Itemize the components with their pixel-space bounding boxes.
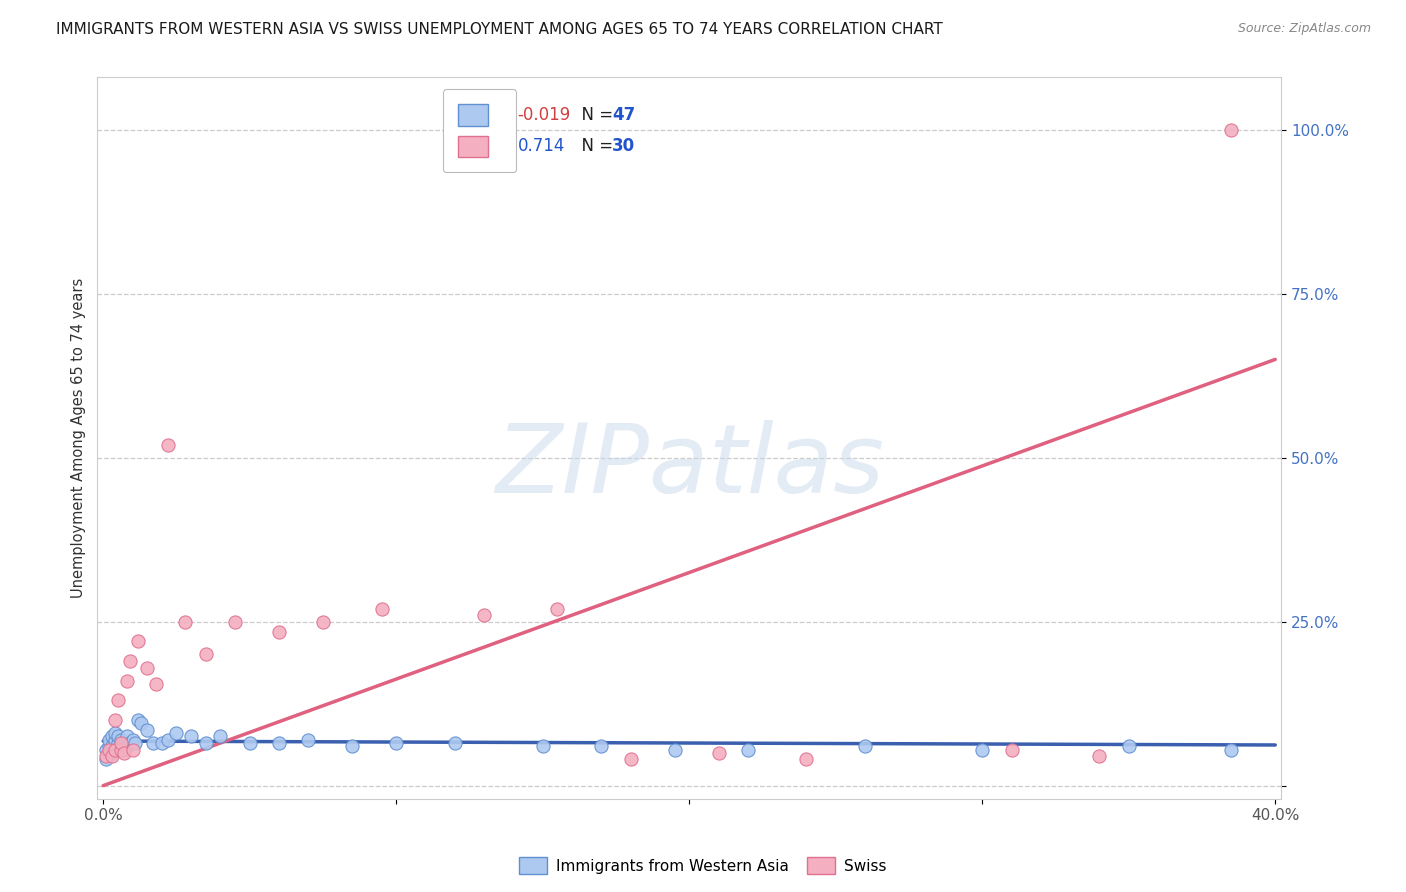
Point [115, 673, 138, 688]
Point [707, 746, 730, 760]
Text: Source: ZipAtlas.com: Source: ZipAtlas.com [1237, 22, 1371, 36]
Point [370, 601, 392, 615]
Point [118, 654, 141, 668]
Point [664, 742, 686, 756]
Point [166, 726, 188, 740]
Point [112, 746, 135, 760]
Point [94, 749, 117, 764]
Point [107, 730, 129, 744]
Point [124, 736, 146, 750]
Point [98, 742, 121, 756]
Point [98, 739, 121, 754]
Point [118, 736, 141, 750]
Point [1220, 123, 1243, 137]
Point [98, 732, 121, 747]
Text: -0.019: -0.019 [517, 106, 571, 124]
Point [194, 736, 217, 750]
Text: 30: 30 [612, 136, 636, 154]
Point [591, 739, 613, 754]
Point [101, 746, 124, 760]
Point [129, 716, 152, 731]
Point [156, 732, 179, 747]
Text: R =: R = [478, 106, 515, 124]
Point [121, 732, 143, 747]
Point [472, 608, 495, 623]
Point [1118, 739, 1140, 754]
Point [136, 723, 159, 737]
Legend: Immigrants from Western Asia, Swiss: Immigrants from Western Asia, Swiss [513, 851, 893, 880]
Point [121, 742, 143, 756]
Point [145, 677, 167, 691]
Point [112, 742, 135, 756]
Text: R =: R = [478, 136, 515, 154]
Point [385, 736, 408, 750]
Point [1088, 749, 1111, 764]
Point [156, 437, 179, 451]
Point [107, 693, 129, 707]
Point [297, 732, 319, 747]
Point [112, 736, 135, 750]
Point [110, 732, 132, 747]
Text: ZIPatlas: ZIPatlas [495, 420, 883, 514]
Point [94, 742, 117, 756]
Point [110, 736, 132, 750]
Point [209, 730, 232, 744]
Point [194, 648, 217, 662]
Point [267, 736, 290, 750]
Point [104, 742, 127, 756]
Point [115, 730, 138, 744]
Point [127, 713, 149, 727]
Text: IMMIGRANTS FROM WESTERN ASIA VS SWISS UNEMPLOYMENT AMONG AGES 65 TO 74 YEARS COR: IMMIGRANTS FROM WESTERN ASIA VS SWISS UN… [56, 22, 943, 37]
Point [94, 752, 117, 766]
Text: 0.714: 0.714 [517, 136, 565, 154]
Point [972, 742, 994, 756]
Point [142, 736, 165, 750]
Point [531, 739, 554, 754]
Point [127, 634, 149, 648]
Point [546, 601, 568, 615]
Point [443, 736, 465, 750]
Text: 47: 47 [612, 106, 636, 124]
Point [101, 749, 124, 764]
Point [796, 752, 818, 766]
Point [620, 752, 643, 766]
Point [180, 730, 202, 744]
Y-axis label: Unemployment Among Ages 65 to 74 years: Unemployment Among Ages 65 to 74 years [72, 278, 86, 599]
Point [312, 615, 335, 629]
Point [104, 732, 127, 747]
Point [737, 742, 759, 756]
Point [110, 742, 132, 756]
Text: N =: N = [571, 136, 619, 154]
Point [1220, 742, 1243, 756]
Point [104, 742, 127, 756]
Point [224, 615, 246, 629]
Point [150, 736, 173, 750]
Point [110, 739, 132, 754]
Point [98, 746, 121, 760]
Point [239, 736, 262, 750]
Point [107, 742, 129, 756]
Text: N =: N = [571, 106, 619, 124]
Legend: , : , [443, 89, 516, 172]
Point [115, 739, 138, 754]
Point [104, 726, 127, 740]
Point [853, 739, 876, 754]
Point [101, 730, 124, 744]
Point [1000, 742, 1022, 756]
Point [101, 739, 124, 754]
Point [267, 624, 290, 639]
Point [174, 615, 197, 629]
Point [342, 739, 364, 754]
Point [136, 660, 159, 674]
Point [107, 736, 129, 750]
Point [104, 713, 127, 727]
